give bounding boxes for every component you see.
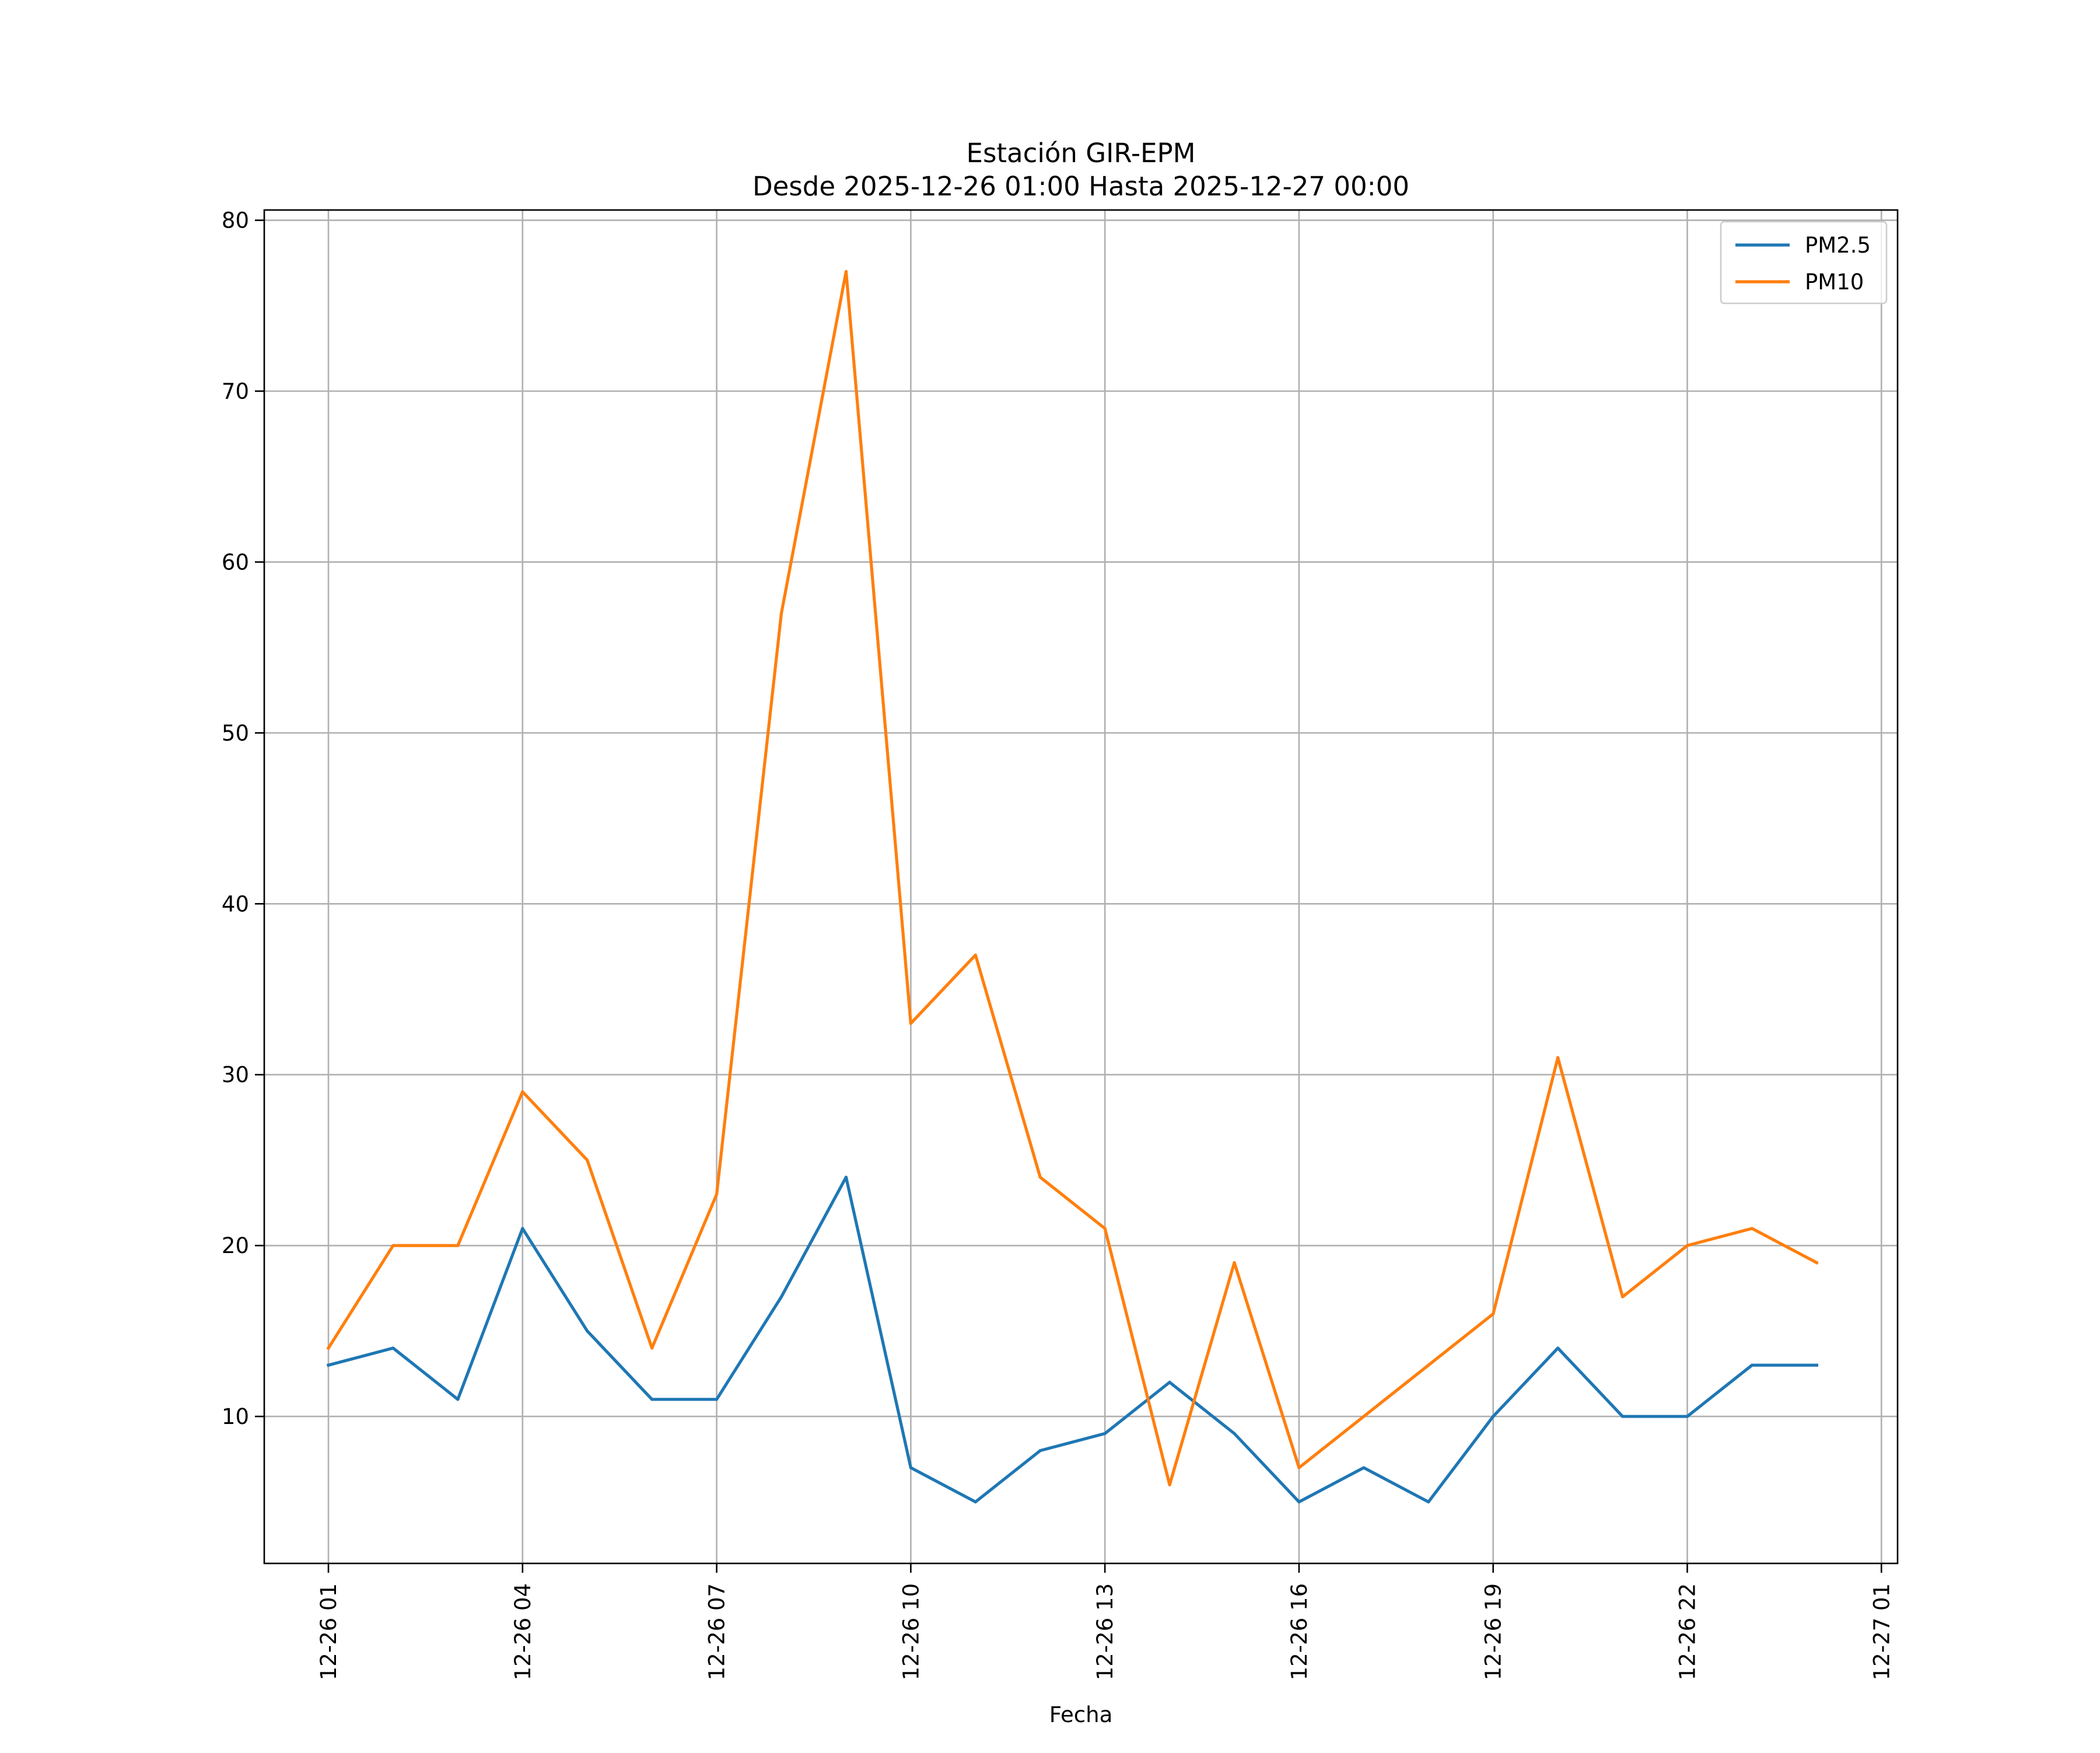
data-point-pm10: [1297, 1466, 1301, 1469]
data-point-pm10: [1233, 1261, 1236, 1265]
data-point-pm2-5: [1297, 1500, 1301, 1504]
data-point-pm2-5: [521, 1227, 524, 1230]
legend-label-pm10: PM10: [1805, 270, 1864, 295]
chart-title: Estación GIR-EPM: [967, 138, 1196, 169]
data-point-pm10: [974, 953, 977, 957]
data-point-pm2-5: [650, 1398, 654, 1401]
data-point-pm2-5: [974, 1500, 977, 1504]
data-point-pm10: [1620, 1295, 1625, 1299]
y-tick-label: 60: [222, 550, 249, 575]
data-point-pm2-5: [1556, 1346, 1560, 1350]
x-tick-label: 12-26 16: [1287, 1583, 1312, 1680]
data-point-pm10: [391, 1244, 395, 1247]
y-tick-label: 70: [222, 379, 249, 404]
tick-layer: 12-26 01 12-26 04 12-26 07 12-26 10 12-26 13…: [222, 208, 1894, 1681]
data-point-pm2-5: [1038, 1449, 1042, 1453]
y-tick-label: 50: [222, 720, 249, 746]
data-point-pm10: [909, 1021, 912, 1025]
x-tick-label: 12-26 01: [316, 1583, 341, 1680]
data-point-pm2-5: [1362, 1466, 1366, 1469]
data-point-pm2-5: [1815, 1363, 1818, 1367]
legend: PM2.5 PM10: [1720, 221, 1888, 305]
data-point-pm2-5: [844, 1175, 848, 1179]
data-point-pm10: [521, 1090, 524, 1094]
x-tick-label: 12-26 22: [1675, 1583, 1700, 1680]
data-point-pm10: [650, 1346, 654, 1350]
y-tick-label: 40: [222, 891, 249, 916]
data-point-pm10: [844, 270, 848, 274]
data-point-pm10: [1685, 1244, 1689, 1247]
data-point-pm2-5: [909, 1466, 912, 1469]
series-layer: [326, 270, 1819, 1504]
data-point-pm10: [586, 1159, 589, 1162]
data-point-pm10: [1750, 1227, 1754, 1230]
data-point-pm2-5: [1750, 1363, 1754, 1367]
data-point-pm10: [1492, 1312, 1495, 1315]
data-point-pm2-5: [715, 1398, 719, 1401]
data-point-pm2-5: [391, 1346, 395, 1350]
data-point-pm10: [1103, 1227, 1107, 1230]
y-tick-label: 20: [222, 1233, 249, 1258]
x-tick-label: 12-26 04: [510, 1583, 536, 1680]
data-point-pm2-5: [779, 1295, 783, 1299]
x-tick-label: 12-26 07: [705, 1583, 730, 1680]
data-point-pm10: [327, 1346, 330, 1350]
x-tick-label: 12-27 01: [1869, 1583, 1894, 1680]
data-point-pm10: [1362, 1415, 1366, 1418]
data-point-pm10: [1168, 1483, 1171, 1486]
data-point-pm2-5: [327, 1363, 330, 1367]
data-point-pm2-5: [1427, 1500, 1430, 1504]
plot-frame: [263, 209, 1899, 1565]
x-axis-label: Fecha: [1049, 1702, 1113, 1727]
x-tick-label: 12-26 10: [898, 1583, 923, 1680]
data-point-pm2-5: [1168, 1380, 1171, 1384]
data-point-pm10: [1427, 1363, 1430, 1367]
series-line-pm2-5: [326, 1175, 1818, 1504]
data-point-pm2-5: [456, 1398, 460, 1401]
data-point-pm2-5: [1492, 1415, 1495, 1418]
data-point-pm10: [456, 1244, 460, 1247]
data-point-pm10: [1815, 1261, 1818, 1265]
y-tick-label: 30: [222, 1062, 249, 1087]
data-point-pm2-5: [1685, 1415, 1689, 1418]
data-point-pm10: [779, 611, 783, 615]
x-tick-label: 12-26 13: [1093, 1583, 1118, 1680]
data-point-pm10: [1556, 1056, 1560, 1059]
y-tick-label: 80: [222, 208, 249, 233]
data-point-pm2-5: [1620, 1415, 1625, 1418]
chart-subtitle: Desde 2025-12-26 01:00 Hasta 2025-12-27 …: [752, 171, 1409, 202]
data-point-pm2-5: [1233, 1432, 1236, 1435]
data-point-pm10: [715, 1192, 719, 1196]
x-tick-label: 12-26 19: [1481, 1583, 1506, 1680]
data-point-pm10: [1038, 1175, 1042, 1179]
y-tick-label: 10: [222, 1404, 249, 1429]
legend-label-pm2-5: PM2.5: [1805, 233, 1871, 258]
data-point-pm2-5: [586, 1329, 589, 1333]
data-point-pm2-5: [1103, 1432, 1107, 1435]
series-line-pm10: [326, 270, 1819, 1486]
